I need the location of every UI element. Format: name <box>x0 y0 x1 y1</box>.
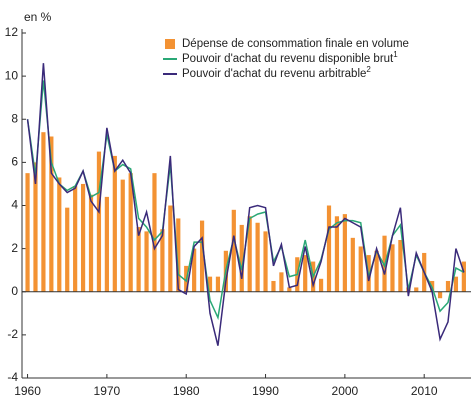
bar <box>318 278 324 292</box>
bar <box>350 237 355 292</box>
legend-name: Pouvoir d'achat du revenu arbitrable <box>182 68 366 80</box>
bar <box>207 276 213 292</box>
bar <box>65 207 70 292</box>
legend-label: Pouvoir d'achat du revenu arbitrable2 <box>182 65 371 80</box>
bar <box>326 205 332 292</box>
bar <box>247 216 252 292</box>
bar <box>88 194 94 292</box>
bar <box>231 209 236 292</box>
x-tick-label: 1970 <box>94 384 121 398</box>
bar <box>144 231 149 292</box>
y-tick-label: 12 <box>5 25 19 39</box>
x-tick-label: 1960 <box>14 384 41 398</box>
bar <box>263 231 268 292</box>
unit-label: en % <box>24 10 52 24</box>
legend-label: Pouvoir d'achat du revenu disponible bru… <box>182 50 398 65</box>
bar <box>176 218 181 292</box>
bar <box>168 205 173 292</box>
legend-swatch <box>165 39 175 49</box>
bar <box>255 222 260 292</box>
bar <box>57 177 62 292</box>
bar <box>152 173 157 292</box>
bar <box>199 220 205 292</box>
legend-note: 2 <box>366 65 371 74</box>
bar <box>303 255 308 292</box>
y-tick-label: 8 <box>11 111 18 125</box>
bar <box>398 240 403 292</box>
bar <box>358 246 363 292</box>
x-tick-label: 2000 <box>332 384 359 398</box>
y-tick-label: 2 <box>11 241 18 255</box>
bar <box>215 276 221 292</box>
bar <box>112 155 117 292</box>
y-tick-label: 0 <box>11 284 18 298</box>
y-tick-label: -2 <box>7 327 18 341</box>
bar <box>453 276 459 292</box>
bar <box>120 179 125 292</box>
bar <box>279 272 284 292</box>
legend-note: 1 <box>393 50 398 59</box>
bar <box>96 151 102 292</box>
bar <box>104 196 109 292</box>
bar <box>25 173 30 292</box>
bar <box>41 132 46 292</box>
bar <box>239 224 244 292</box>
bar <box>33 162 38 292</box>
y-tick-label: 6 <box>11 155 18 169</box>
bar <box>80 183 86 292</box>
line <box>26 63 465 346</box>
x-tick-label: 1990 <box>252 384 279 398</box>
bar <box>271 280 276 292</box>
x-tick-label: 1980 <box>173 384 200 398</box>
bar <box>437 291 443 299</box>
legend-name: Dépense de consommation finale en volume <box>182 38 409 50</box>
bar <box>49 136 54 292</box>
bar <box>445 280 451 292</box>
legend-name: Pouvoir d'achat du revenu disponible bru… <box>182 53 394 65</box>
bar <box>136 227 141 292</box>
legend-label: Dépense de consommation finale en volume <box>182 38 409 50</box>
y-tick-label: 4 <box>11 198 18 212</box>
bar <box>287 287 292 292</box>
bar <box>342 214 347 292</box>
bar <box>461 261 466 292</box>
bar <box>414 287 419 292</box>
bar <box>128 173 133 292</box>
bar <box>160 229 165 292</box>
bar <box>334 216 340 292</box>
x-tick-label: 2010 <box>411 384 438 398</box>
bar <box>374 250 379 292</box>
bar <box>192 248 197 292</box>
bar <box>73 186 78 292</box>
bar <box>390 244 395 292</box>
y-tick-label: 10 <box>5 68 19 82</box>
y-tick-label: -4 <box>7 370 18 384</box>
